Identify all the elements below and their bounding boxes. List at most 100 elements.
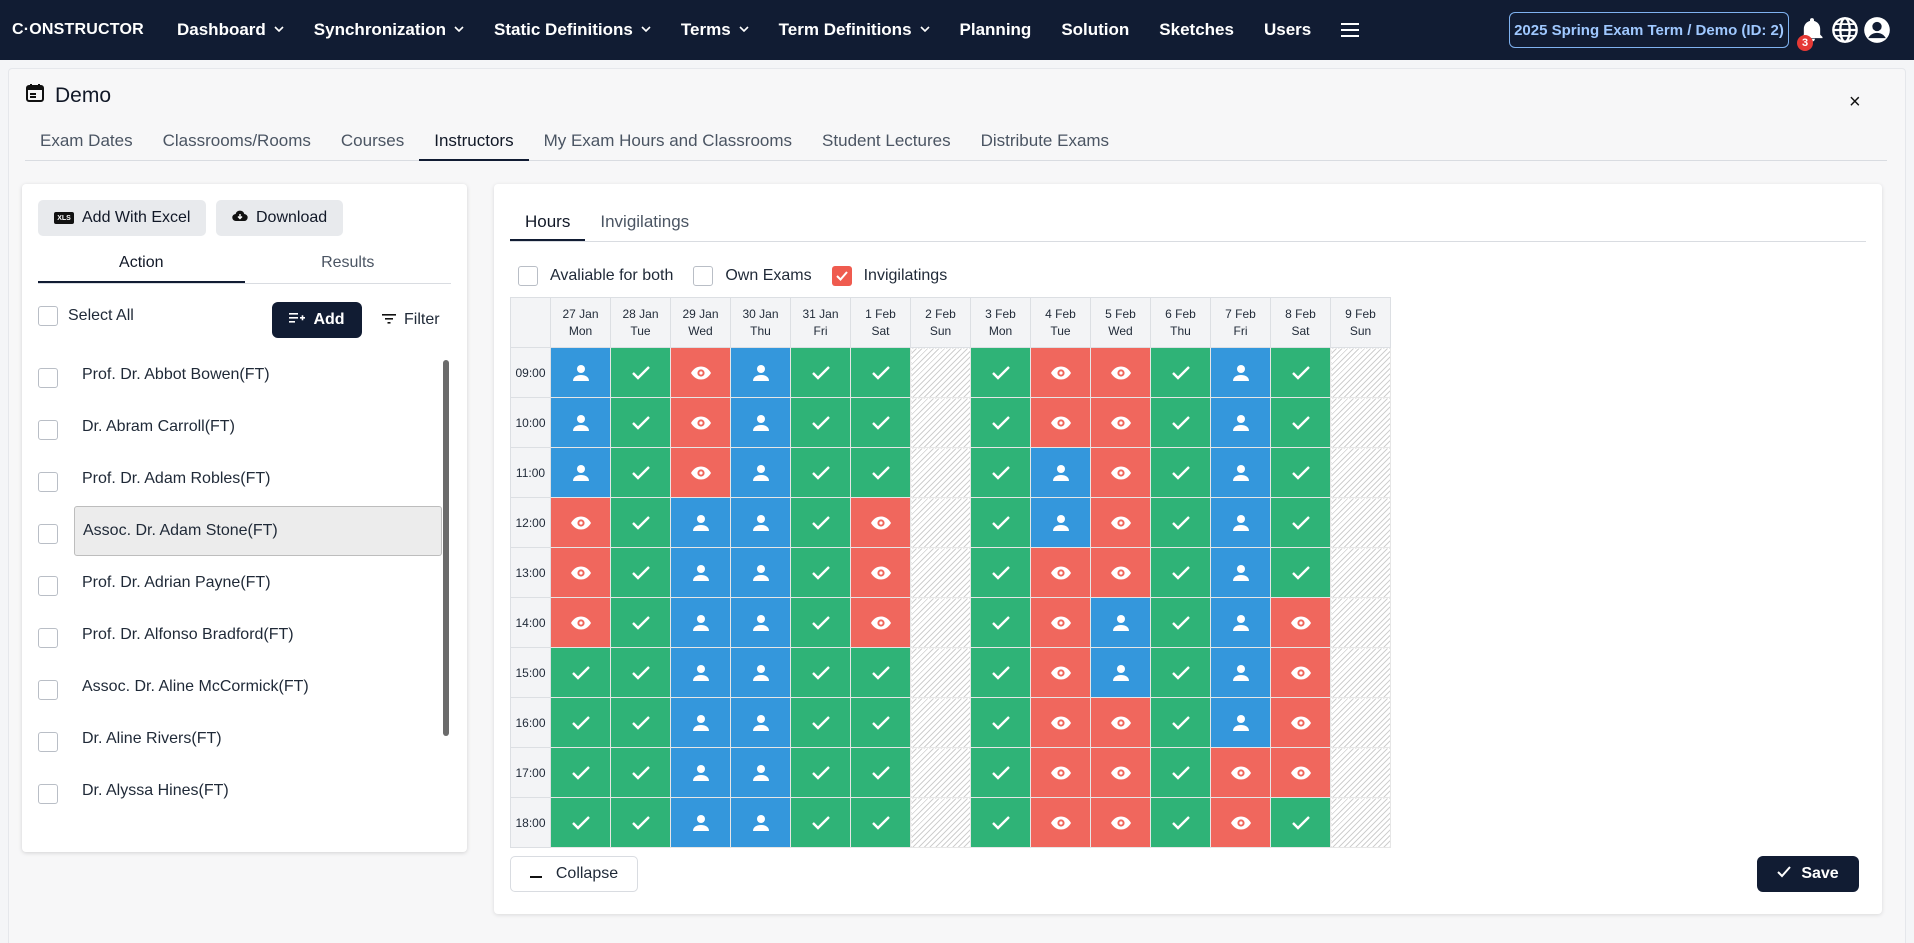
slot-cell-invigilating[interactable] — [550, 597, 611, 648]
slot-cell-available[interactable] — [1150, 597, 1211, 648]
instructor-name-cell[interactable]: Dr. Alyssa Hines (FT) — [74, 766, 442, 816]
nav-item-dashboard[interactable]: Dashboard — [162, 0, 299, 60]
slot-cell-own-exam[interactable] — [730, 597, 791, 648]
list-item[interactable]: Prof. Dr. Adam Robles (FT) — [22, 454, 442, 506]
slot-cell-available[interactable] — [970, 347, 1031, 398]
slot-cell-invigilating[interactable] — [1090, 447, 1151, 498]
slot-cell-invigilating[interactable] — [1030, 747, 1091, 798]
slot-cell-available[interactable] — [610, 347, 671, 398]
slot-cell-own-exam[interactable] — [550, 397, 611, 448]
instructor-name-cell[interactable]: Prof. Dr. Abbot Bowen (FT) — [74, 350, 442, 400]
slot-cell-available[interactable] — [850, 447, 911, 498]
slot-cell-invigilating[interactable] — [550, 497, 611, 548]
slot-cell-available[interactable] — [970, 397, 1031, 448]
slot-cell-available[interactable] — [1150, 497, 1211, 548]
slot-cell-invigilating[interactable] — [1090, 397, 1151, 448]
select-all[interactable]: Select All — [38, 306, 134, 326]
instructor-list-scrollbar[interactable] — [443, 360, 449, 736]
nav-item-users[interactable]: Users — [1249, 0, 1326, 60]
term-selector-button[interactable]: 2025 Spring Exam Term / Demo (ID: 2) — [1509, 12, 1789, 48]
add-button[interactable]: Add — [272, 302, 362, 338]
slot-cell-own-exam[interactable] — [1030, 447, 1091, 498]
save-button[interactable]: Save — [1757, 856, 1859, 892]
slot-cell-invigilating[interactable] — [1270, 697, 1331, 748]
slot-cell-own-exam[interactable] — [1210, 697, 1271, 748]
list-item[interactable]: Prof. Dr. Alfonso Bradford (FT) — [22, 610, 442, 662]
slot-cell-available[interactable] — [790, 647, 851, 698]
instructor-checkbox[interactable] — [38, 732, 58, 752]
slot-cell-available[interactable] — [790, 497, 851, 548]
instructor-checkbox[interactable] — [38, 368, 58, 388]
slot-cell-available[interactable] — [610, 747, 671, 798]
slot-cell-available[interactable] — [970, 647, 1031, 698]
instructor-checkbox[interactable] — [38, 524, 58, 544]
tab-my-exam-hours-and-classrooms[interactable]: My Exam Hours and Classrooms — [543, 131, 793, 150]
slot-cell-available[interactable] — [970, 747, 1031, 798]
checkbox[interactable] — [693, 266, 714, 286]
slot-cell-available[interactable] — [1270, 447, 1331, 498]
tab-instructors[interactable]: Instructors — [419, 121, 529, 161]
slot-cell-available[interactable] — [1270, 547, 1331, 598]
slot-cell-own-exam[interactable] — [1210, 347, 1271, 398]
collapse-button[interactable]: Collapse — [510, 856, 638, 892]
slot-cell-available[interactable] — [1270, 397, 1331, 448]
slot-cell-own-exam[interactable] — [730, 447, 791, 498]
slot-cell-own-exam[interactable] — [1210, 647, 1271, 698]
list-item[interactable]: Dr. Alyssa Hines (FT) — [22, 766, 442, 818]
slot-cell-invigilating[interactable] — [550, 547, 611, 598]
slot-cell-own-exam[interactable] — [1210, 597, 1271, 648]
slot-cell-own-exam[interactable] — [670, 497, 731, 548]
list-item[interactable]: Prof. Dr. Adrian Payne (FT) — [22, 558, 442, 610]
slot-cell-available[interactable] — [1270, 797, 1331, 848]
slot-cell-available[interactable] — [790, 397, 851, 448]
slot-cell-available[interactable] — [850, 397, 911, 448]
nav-item-term-definitions[interactable]: Term Definitions — [764, 0, 945, 60]
slot-cell-available[interactable] — [850, 647, 911, 698]
list-item[interactable]: Prof. Dr. Abbot Bowen (FT) — [22, 350, 442, 402]
subtab-results[interactable]: Results — [321, 254, 375, 271]
instructor-checkbox[interactable] — [38, 576, 58, 596]
instructor-name-cell[interactable]: Prof. Dr. Alfonso Bradford (FT) — [74, 610, 442, 660]
instructor-checkbox[interactable] — [38, 472, 58, 492]
slot-cell-available[interactable] — [610, 597, 671, 648]
slot-cell-own-exam[interactable] — [550, 347, 611, 398]
slot-cell-invigilating[interactable] — [850, 547, 911, 598]
slot-cell-available[interactable] — [1150, 547, 1211, 598]
tab-student-lectures[interactable]: Student Lectures — [822, 131, 951, 150]
slot-cell-invigilating[interactable] — [1030, 797, 1091, 848]
nav-item-sketches[interactable]: Sketches — [1144, 0, 1249, 60]
slot-cell-available[interactable] — [1150, 797, 1211, 848]
slot-cell-available[interactable] — [850, 347, 911, 398]
slot-cell-own-exam[interactable] — [670, 647, 731, 698]
slot-cell-available[interactable] — [550, 747, 611, 798]
slot-cell-available[interactable] — [1150, 747, 1211, 798]
tab-distribute-exams[interactable]: Distribute Exams — [980, 131, 1110, 150]
slot-cell-own-exam[interactable] — [670, 747, 731, 798]
list-item[interactable]: Dr. Aline Rivers (FT) — [22, 714, 442, 766]
slot-cell-invigilating[interactable] — [1210, 797, 1271, 848]
slot-cell-invigilating[interactable] — [670, 347, 731, 398]
slot-cell-available[interactable] — [790, 547, 851, 598]
slot-cell-available[interactable] — [1150, 647, 1211, 698]
slot-cell-available[interactable] — [610, 547, 671, 598]
slot-cell-invigilating[interactable] — [670, 397, 731, 448]
slot-cell-invigilating[interactable] — [1270, 647, 1331, 698]
slot-cell-own-exam[interactable] — [1210, 497, 1271, 548]
slot-cell-own-exam[interactable] — [730, 347, 791, 398]
tab-exam-dates[interactable]: Exam Dates — [40, 131, 133, 150]
app-logo[interactable]: C·ONSTRUCTOR — [12, 21, 144, 38]
slot-cell-invigilating[interactable] — [1090, 497, 1151, 548]
nav-item-synchronization[interactable]: Synchronization — [299, 0, 479, 60]
slot-cell-invigilating[interactable] — [850, 597, 911, 648]
filter-button[interactable]: Filter — [382, 302, 440, 338]
slot-cell-own-exam[interactable] — [550, 447, 611, 498]
instructor-name-cell[interactable]: Dr. Abram Carroll (FT) — [74, 402, 442, 452]
slot-cell-available[interactable] — [790, 697, 851, 748]
slot-cell-invigilating[interactable] — [1030, 347, 1091, 398]
slot-cell-available[interactable] — [550, 647, 611, 698]
slot-cell-invigilating[interactable] — [1030, 647, 1091, 698]
tab-courses[interactable]: Courses — [340, 131, 405, 150]
slot-cell-available[interactable] — [850, 697, 911, 748]
slot-cell-own-exam[interactable] — [730, 547, 791, 598]
slot-cell-available[interactable] — [790, 597, 851, 648]
